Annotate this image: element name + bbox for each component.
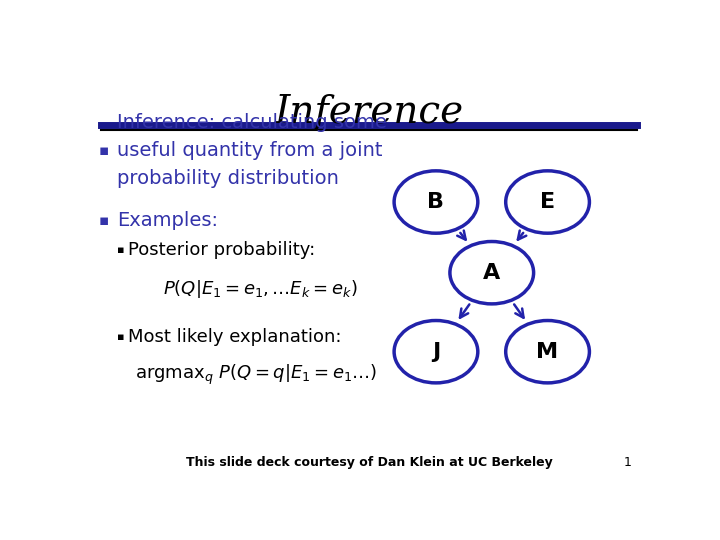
Text: ▪: ▪ [117,245,125,255]
Text: Inference: calculating some
useful quantity from a joint
probability distributio: Inference: calculating some useful quant… [117,112,387,187]
Text: ▪: ▪ [117,332,125,342]
Circle shape [450,241,534,304]
Circle shape [394,171,478,233]
Text: 1: 1 [624,456,631,469]
Text: E: E [540,192,555,212]
Circle shape [394,321,478,383]
Text: Posterior probability:: Posterior probability: [128,241,315,259]
Text: This slide deck courtesy of Dan Klein at UC Berkeley: This slide deck courtesy of Dan Klein at… [186,456,552,469]
Text: Most likely explanation:: Most likely explanation: [128,328,341,346]
Text: B: B [428,192,444,212]
Text: $P(Q|E_1 = e_1, \ldots E_k = e_k)$: $P(Q|E_1 = e_1, \ldots E_k = e_k)$ [163,278,357,300]
Circle shape [505,171,590,233]
Text: Inference: Inference [274,94,464,131]
Text: J: J [432,342,440,362]
Text: Examples:: Examples: [117,211,217,230]
Text: $\mathrm{argmax}_q\ P(Q = q|E_1 = e_1\ldots)$: $\mathrm{argmax}_q\ P(Q = q|E_1 = e_1\ld… [135,362,377,387]
Text: ▪: ▪ [99,143,109,158]
Text: ▪: ▪ [99,213,109,228]
Text: M: M [536,342,559,362]
Circle shape [505,321,590,383]
Text: A: A [483,262,500,283]
